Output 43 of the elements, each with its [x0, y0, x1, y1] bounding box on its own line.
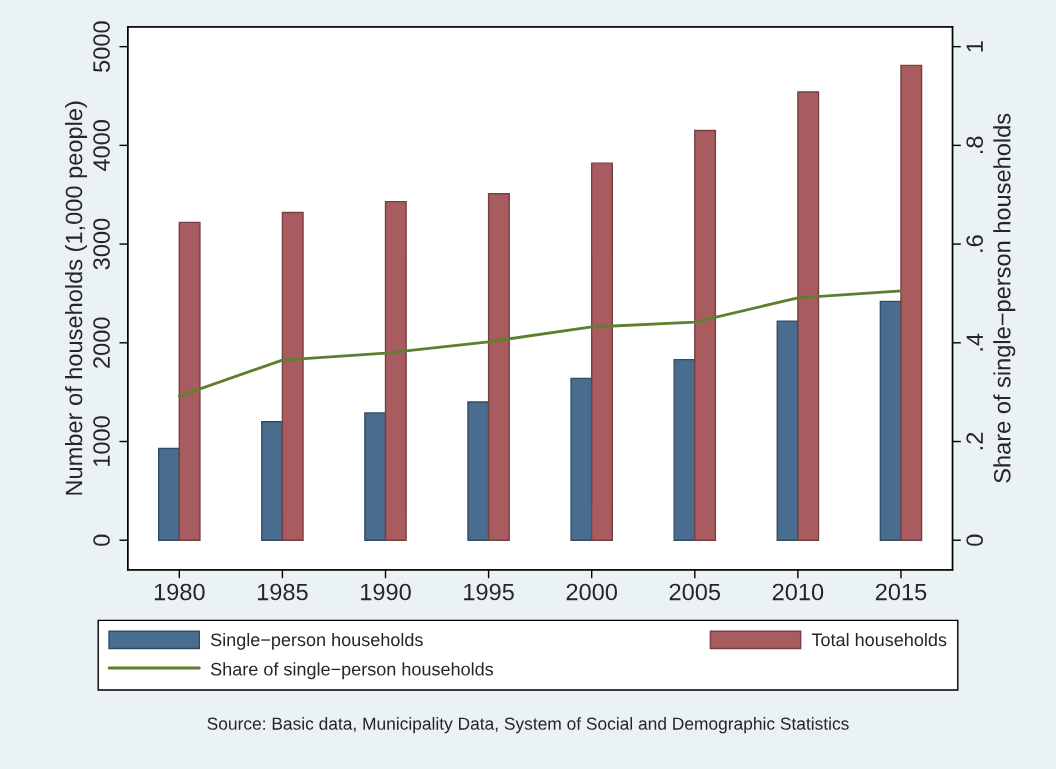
y2-tick-label: .6 [966, 235, 984, 252]
y-tick-label: 1000 [93, 416, 110, 466]
bar [797, 91, 820, 541]
legend-label: Total households [811, 632, 947, 647]
bar [467, 401, 490, 541]
line-series [177, 289, 903, 398]
y2-tick-label: .2 [966, 432, 983, 450]
y2-tick-label: 0 [966, 534, 984, 546]
bar [879, 300, 902, 541]
bar [261, 421, 284, 541]
y2-tick-label: .8 [966, 136, 984, 154]
y-tick-label: 2000 [93, 317, 110, 368]
bar [487, 193, 510, 541]
y-tick-label: 4000 [93, 120, 110, 172]
y2-tick-label: .4 [966, 333, 983, 351]
bar [673, 358, 696, 541]
y2-axis-title: Share of single−person households [993, 113, 1016, 483]
y-axis-title: Number of households (1,000 people) [65, 101, 88, 495]
x-tick-label: 1985 [257, 583, 308, 601]
legend-label: Single−person households [210, 632, 423, 650]
x-tick-label: 2005 [669, 583, 721, 601]
y-tick-label: 5000 [93, 21, 110, 72]
bar [694, 129, 717, 541]
x-tick-label: 2015 [875, 583, 927, 601]
x-tick-label: 1995 [464, 583, 514, 601]
x-tick-label: 1990 [361, 583, 411, 601]
y-tick-label: 3000 [93, 218, 110, 270]
x-tick-label: 2000 [566, 583, 618, 601]
bar [384, 200, 407, 541]
legend-label: Share of single−person households [210, 662, 494, 680]
source-note: Source: Basic data, Municipality Data, System of Social and Demographic Statistics [207, 717, 849, 734]
x-tick-label: 1980 [154, 583, 205, 601]
x-tick-label: 2010 [772, 583, 824, 601]
bar [590, 162, 614, 541]
y2-tick-label: 1 [966, 41, 983, 52]
bar [570, 377, 593, 541]
bar [158, 447, 181, 541]
bar [776, 320, 799, 541]
bar [900, 64, 923, 541]
bar [364, 412, 387, 541]
y-tick-label: 0 [93, 534, 110, 546]
bar [281, 211, 304, 541]
bar [178, 221, 201, 541]
